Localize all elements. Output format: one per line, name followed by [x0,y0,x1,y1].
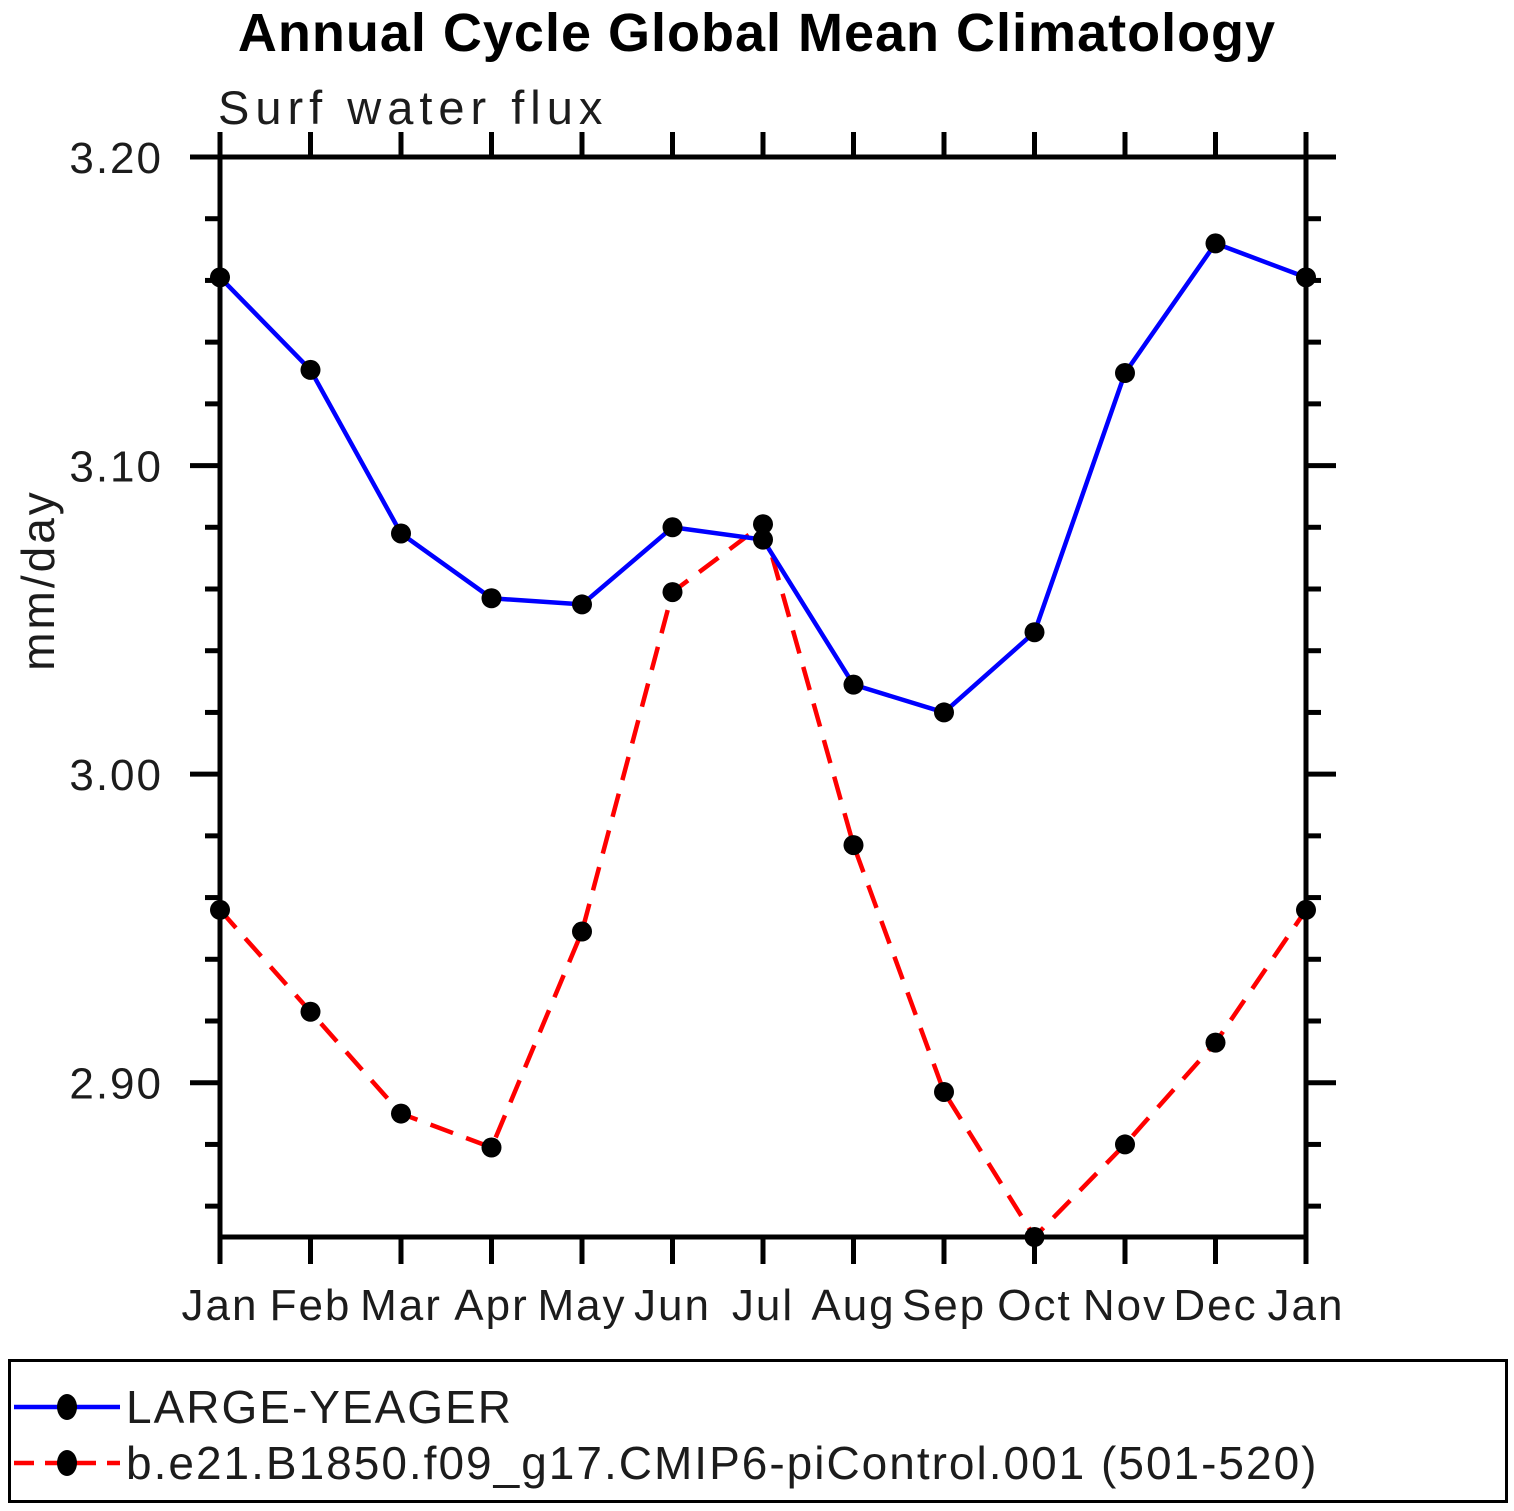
data-point-marker [753,529,773,550]
x-tick-label: Jun [634,1281,711,1330]
legend-box: LARGE-YEAGER b.e21.B1850.f09_g17.CMIP6-p… [8,1359,1508,1503]
plot-frame [217,154,1309,1240]
y-tick-label: 3.20 [69,134,163,183]
legend-sample-marker [57,1394,77,1420]
data-point-marker [300,359,321,380]
data-point-marker [1115,1134,1135,1155]
data-point-marker [843,835,864,856]
data-point-marker [1296,267,1316,288]
data-point-marker [481,588,502,609]
x-tick-label: Mar [360,1281,442,1330]
data-point-marker [391,1103,411,1124]
data-point-marker [662,517,683,538]
data-point-marker [934,702,954,723]
data-point-marker [300,1001,321,1022]
x-tick-label: May [537,1281,626,1330]
data-point-marker [391,523,411,544]
data-point-marker [1296,899,1316,920]
x-tick-label: Aug [811,1281,895,1330]
y-tick-label: 3.00 [69,751,163,800]
data-point-marker [572,594,592,615]
data-point-marker [1205,1032,1226,1053]
data-point-marker [572,921,592,942]
legend-line-sample-dashed [14,1450,120,1476]
x-tick-label: Oct [997,1281,1071,1330]
x-tick-label: Jan [182,1281,259,1330]
data-point-marker [1024,1227,1045,1247]
x-tick-label: Jul [732,1281,794,1330]
data-point-marker [1115,363,1135,383]
legend-sample-marker [57,1450,77,1476]
data-point-marker [934,1081,954,1102]
x-tick-label: Jan [1268,1281,1345,1330]
data-point-marker [481,1137,502,1158]
series-line-picontrol [218,521,1308,1240]
data-point-marker [753,514,773,535]
x-tick-label: Dec [1173,1281,1257,1330]
legend-line-sample-solid [14,1394,120,1420]
series-line-large-yeager [218,241,1307,715]
data-point-marker [1205,233,1226,254]
legend-label: b.e21.B1850.f09_g17.CMIP6-piControl.001 … [126,1437,1319,1489]
data-point-marker [210,899,230,920]
legend-label: LARGE-YEAGER [126,1381,513,1433]
y-tick-label: 3.10 [69,443,163,492]
data-point-marker [210,267,230,288]
chart-subtitle: Surf water flux [218,81,609,134]
x-tick-label: Apr [454,1281,528,1330]
legend-entry-large-yeager: LARGE-YEAGER [12,1381,513,1433]
data-point-marker [662,582,683,603]
legend-entry-picontrol: b.e21.B1850.f09_g17.CMIP6-piControl.001 … [12,1437,1319,1489]
chart-title: Annual Cycle Global Mean Climatology [237,3,1277,63]
data-point-marker [843,674,864,695]
x-tick-label: Sep [902,1281,986,1330]
x-tick-label: Nov [1083,1281,1167,1330]
y-tick-label: 2.90 [69,1060,163,1109]
x-tick-label: Feb [270,1281,352,1330]
data-point-marker [1024,622,1045,643]
